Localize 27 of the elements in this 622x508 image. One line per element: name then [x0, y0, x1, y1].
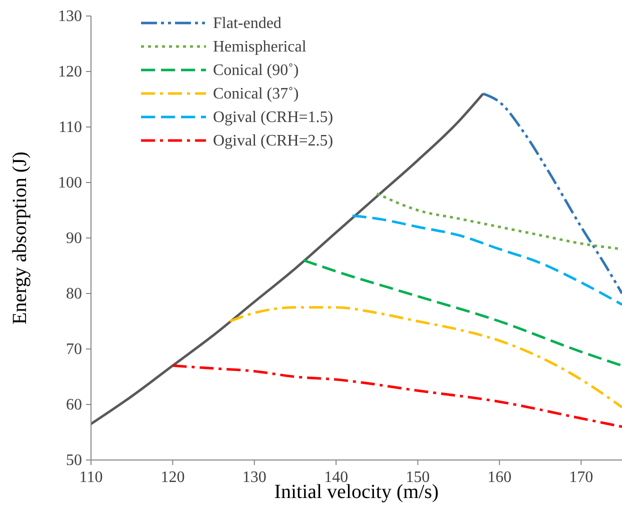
line-series: [302, 258, 622, 367]
y-axis-title: Energy absorption (J): [9, 152, 31, 324]
legend-label: Ogival (CRH=1.5): [213, 109, 334, 126]
x-tick-label: 120: [160, 469, 185, 486]
legend-label: Conical (37˚): [213, 86, 299, 102]
y-tick-label: 50: [66, 452, 82, 469]
y-tick-label: 80: [66, 286, 82, 302]
legend-label: Flat-ended: [213, 15, 282, 32]
line-series: [351, 214, 622, 306]
y-tick-label: 110: [58, 119, 82, 136]
line-series: [482, 92, 622, 295]
line-series: [376, 192, 622, 250]
x-tick-label: 110: [79, 469, 103, 486]
y-tick-label: 120: [58, 64, 82, 80]
y-tick-label: 130: [58, 8, 82, 25]
y-tick-label: 60: [66, 396, 82, 414]
y-tick-label: 70: [66, 341, 82, 358]
line-series: [228, 306, 622, 409]
line-series: [171, 364, 622, 428]
legend-label: Ogival (CRH=2.5): [213, 132, 334, 150]
x-tick-label: 160: [487, 469, 512, 486]
legend-label: Conical (90˚): [213, 62, 299, 79]
y-tick-label: 100: [58, 174, 82, 192]
x-tick-label: 130: [242, 469, 266, 486]
legend-label: Hemispherical: [213, 38, 307, 56]
y-tick-label: 90: [66, 230, 82, 247]
x-tick-label: 170: [569, 469, 594, 486]
